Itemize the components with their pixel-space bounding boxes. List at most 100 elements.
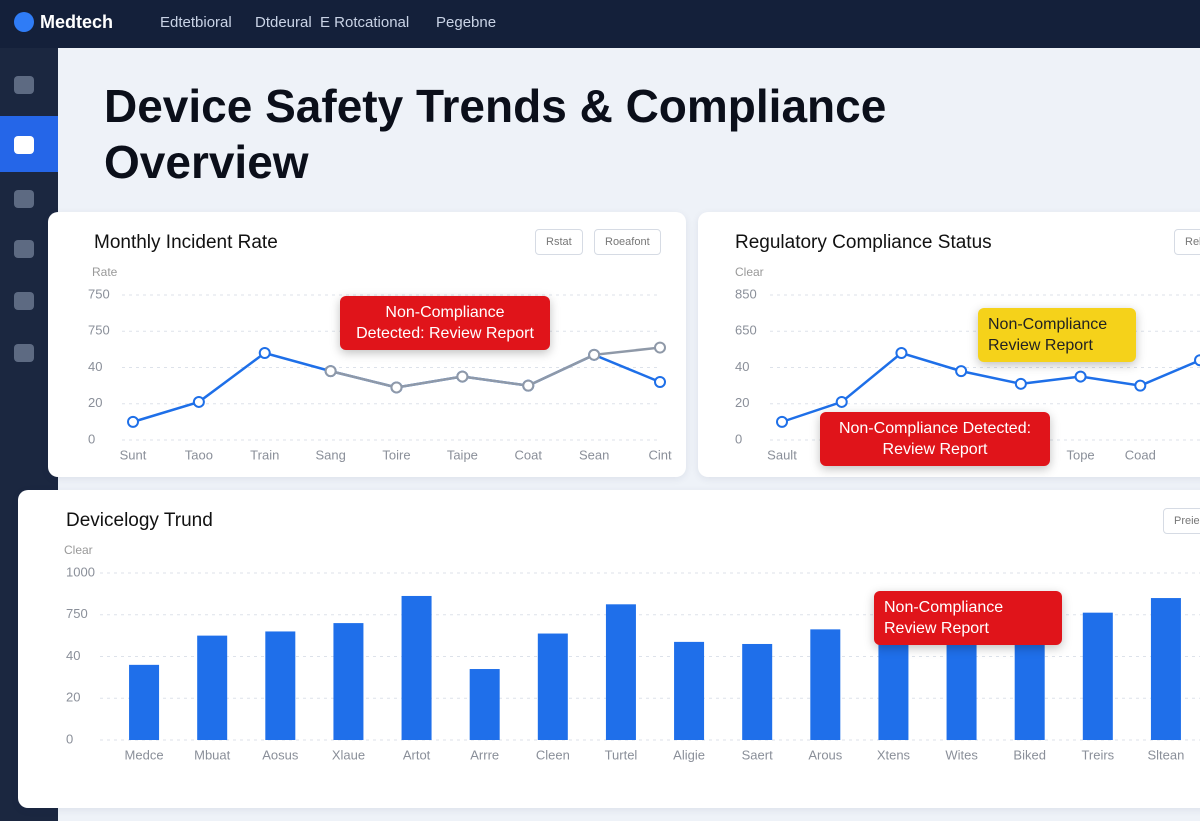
- x-tick-label: Mbuat: [194, 747, 231, 762]
- point: [654, 341, 666, 354]
- nav-item[interactable]: E Rotcational: [320, 14, 410, 31]
- card-title: Devicelogy Trund: [66, 510, 213, 531]
- bar: [1150, 598, 1181, 740]
- y-tick-label: 650: [735, 323, 757, 338]
- icon[interactable]: [14, 136, 34, 154]
- icon[interactable]: [14, 292, 34, 310]
- point: [835, 395, 848, 408]
- button[interactable]: Rele: [1174, 229, 1200, 255]
- y-tick-label: 20: [735, 395, 749, 410]
- bar: [129, 664, 160, 740]
- x-tick-label: Tope: [1066, 447, 1094, 462]
- card-title: Regulatory Compliance Status: [735, 232, 992, 253]
- point: [895, 347, 908, 359]
- bar: [742, 643, 773, 740]
- point: [390, 381, 403, 394]
- x-tick-label: Saert: [742, 747, 773, 762]
- point: [1194, 354, 1200, 367]
- brand[interactable]: Medtech: [14, 12, 113, 33]
- y-tick-label: 750: [66, 606, 88, 621]
- y-axis-label: Clear: [64, 543, 93, 557]
- x-tick-label: Cleen: [536, 747, 570, 762]
- bar: [197, 635, 228, 740]
- x-tick-label: Sunt: [120, 447, 147, 462]
- point: [1134, 379, 1147, 392]
- button[interactable]: Preie: [1163, 508, 1200, 534]
- nav-item[interactable]: Edtetbioral: [160, 14, 232, 31]
- page-title: Device Safety Trends & Compliance Overvi…: [104, 80, 887, 188]
- x-tick-label: Train: [250, 447, 279, 462]
- button[interactable]: Rstat: [535, 229, 583, 255]
- x-tick-label: Artot: [403, 747, 431, 762]
- point: [1014, 377, 1027, 390]
- x-tick-label: Turtel: [605, 747, 638, 762]
- point: [522, 379, 535, 392]
- x-tick-label: Sang: [315, 447, 345, 462]
- card-title: Monthly Incident Rate: [94, 232, 278, 253]
- bar: [605, 604, 636, 740]
- x-tick-label: Taipe: [447, 447, 478, 462]
- annotation: Non-Compliance Review Report: [978, 308, 1136, 362]
- y-tick-label: 0: [88, 431, 95, 446]
- annotation: Non-Compliance Detected: Review Report: [340, 296, 550, 350]
- point: [324, 365, 337, 378]
- y-tick-label: 850: [735, 286, 757, 301]
- x-tick-label: Biked: [1013, 747, 1046, 762]
- y-tick-label: 20: [66, 690, 80, 705]
- x-tick-label: Xlaue: [332, 747, 365, 762]
- bar: [674, 641, 705, 740]
- x-tick-label: Medce: [125, 747, 164, 762]
- icon[interactable]: [14, 344, 34, 362]
- nav-item[interactable]: Pegebne: [436, 14, 497, 31]
- point: [776, 415, 788, 428]
- point: [127, 415, 139, 428]
- x-tick-label: Arrre: [470, 747, 499, 762]
- y-tick-label: 750: [88, 286, 110, 301]
- point: [456, 370, 469, 383]
- x-tick-label: Taoo: [185, 447, 213, 462]
- y-tick-label: 40: [66, 648, 80, 663]
- top-bar: Medtech Edtetbioral Dtdeural E Rotcation…: [0, 0, 1200, 48]
- y-axis-label: Rate: [92, 265, 118, 279]
- bar: [401, 595, 432, 740]
- bar: [537, 633, 568, 740]
- y-tick-label: 0: [735, 431, 742, 446]
- x-tick-label: Sltean: [1148, 747, 1185, 762]
- y-tick-label: 0: [66, 731, 73, 746]
- y-axis-label: Clear: [735, 265, 764, 279]
- point: [588, 348, 601, 361]
- x-tick-label: Treirs: [1081, 747, 1114, 762]
- icon[interactable]: [14, 240, 34, 258]
- nav-item[interactable]: Dtdeural: [255, 14, 312, 31]
- y-tick-label: 1000: [66, 564, 95, 579]
- icon[interactable]: [14, 190, 34, 208]
- y-tick-label: 40: [88, 359, 102, 374]
- point: [654, 376, 666, 388]
- brand-name[interactable]: Medtech: [40, 12, 114, 32]
- point: [955, 365, 968, 378]
- x-tick-label: Xtens: [877, 747, 911, 762]
- x-tick-label: Coad: [1125, 447, 1156, 462]
- x-tick-label: Wites: [945, 747, 978, 762]
- x-tick-label: Cint: [648, 447, 672, 462]
- y-tick-label: 20: [88, 395, 102, 410]
- y-tick-label: 750: [88, 323, 110, 338]
- x-tick-label: Sault: [767, 447, 797, 462]
- point: [1074, 370, 1087, 383]
- x-tick-label: Aligie: [673, 747, 705, 762]
- bar: [333, 623, 364, 740]
- series-line: [781, 351, 1200, 424]
- x-tick-label: Toire: [382, 447, 410, 462]
- annotation: Non-Compliance Review Report: [874, 591, 1062, 645]
- button[interactable]: Roeafont: [594, 229, 661, 255]
- point: [192, 395, 205, 408]
- bar: [469, 669, 500, 740]
- icon[interactable]: [14, 76, 34, 94]
- x-tick-label: Arous: [808, 747, 842, 762]
- bar: [810, 629, 841, 740]
- bar: [1082, 612, 1113, 740]
- y-tick-label: 40: [735, 359, 749, 374]
- x-tick-label: Sean: [579, 447, 609, 462]
